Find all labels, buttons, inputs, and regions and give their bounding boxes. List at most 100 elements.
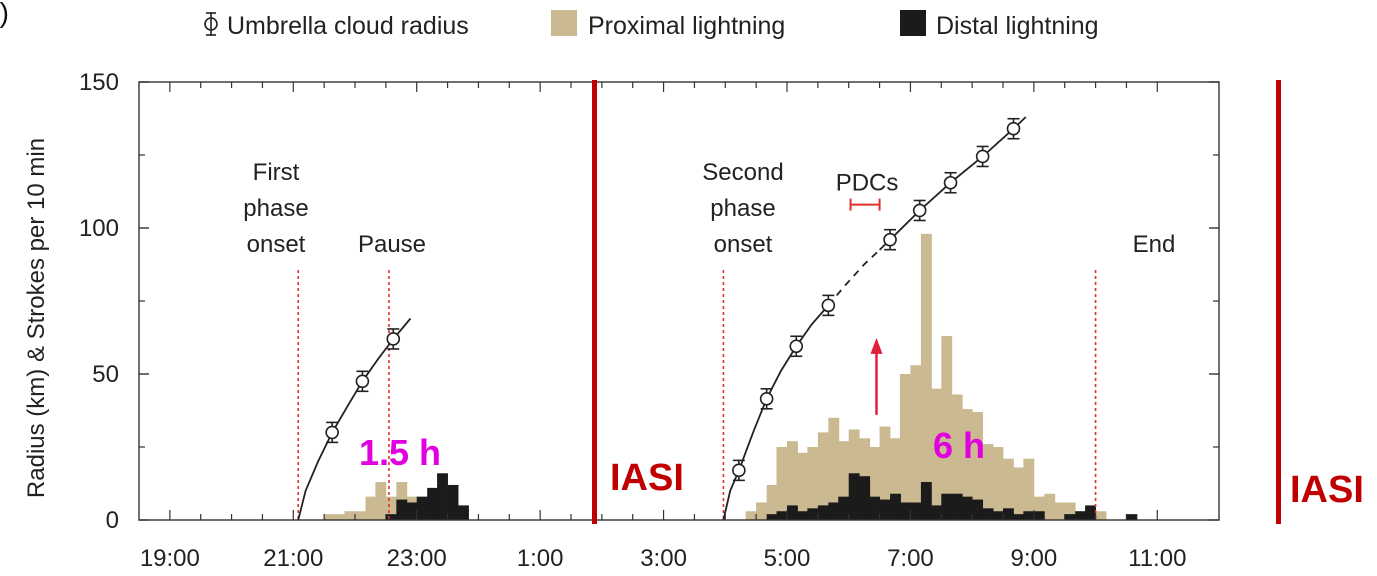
radius-points (325, 117, 1021, 482)
radius-marker (759, 392, 774, 406)
x-tick-label: 23:00 (387, 545, 447, 572)
x-tick-label: 5:00 (764, 545, 811, 572)
y-tick-label: 50 (92, 361, 119, 388)
phase-label-line: phase (243, 195, 308, 222)
phase-label-line: End (1133, 231, 1176, 258)
distal-bar (385, 514, 397, 520)
y-tick-label: 0 (106, 507, 119, 534)
legend: Umbrella cloud radius Proximal lightning… (204, 10, 1099, 40)
distal-bar (1075, 511, 1087, 520)
y-tick-label: 100 (79, 215, 119, 242)
iasi-marker-line-mid (592, 80, 597, 524)
proximal-bar (1013, 467, 1025, 520)
distal-bar (961, 496, 973, 520)
distal-bar (879, 499, 891, 520)
radius-point (789, 335, 804, 358)
distal-bar (930, 505, 942, 520)
x-tick-label: 3:00 (640, 545, 687, 572)
phase-label-line: Second (702, 159, 783, 186)
distal-bar (787, 505, 798, 520)
legend-radius-label: Umbrella cloud radius (227, 12, 469, 40)
distal-bar (1064, 514, 1076, 520)
proximal-bar (324, 514, 336, 520)
distal-bar (920, 482, 932, 520)
proximal-bar (1033, 496, 1045, 520)
radius-marker (732, 463, 746, 478)
radius-marker (883, 232, 897, 247)
distal-bar (910, 502, 922, 520)
x-tick-label: 9:00 (1010, 545, 1057, 572)
distal-bar (1085, 505, 1096, 520)
proximal-bar (1064, 502, 1076, 520)
radius-point (943, 171, 958, 194)
legend-proximal-label: Proximal lightning (588, 12, 785, 40)
y-axis-title: Radius (km) & Strokes per 10 min (23, 138, 50, 498)
proximal-bar (951, 394, 963, 520)
radius-marker (912, 203, 927, 218)
x-tick-label: 19:00 (140, 545, 200, 572)
proximal-bar (766, 484, 778, 520)
proximal-bar (344, 511, 356, 520)
proximal-bar (869, 447, 880, 520)
y-tick-label: 150 (79, 69, 119, 96)
plot-frame (138, 81, 1220, 521)
distal-bar (869, 496, 880, 520)
proximal-bar (899, 374, 911, 520)
radius-point (386, 328, 401, 350)
proximal-bar (334, 514, 346, 520)
legend-distal-label: Distal lightning (936, 12, 1099, 40)
radius-marker (386, 332, 401, 346)
legend-radius-marker-icon (204, 12, 218, 36)
radius-point (1006, 117, 1021, 140)
distal-bar (941, 493, 953, 520)
distal-bar (416, 496, 428, 520)
phase-label-line: Pause (358, 231, 426, 258)
proximal-bar (1003, 458, 1014, 520)
proximal-bar (1044, 493, 1056, 520)
distal-bar (992, 511, 1004, 520)
distal-bar (458, 505, 469, 520)
proximal-bar (890, 438, 901, 520)
proximal-bar (745, 511, 757, 520)
proximal-bar (982, 444, 994, 520)
distal-bar (890, 493, 901, 520)
radius-marker (975, 149, 990, 164)
proximal-bar (756, 502, 768, 520)
phase-annotations: First phase onset Pause Second phase onset End (243, 159, 1175, 258)
proximal-bar (385, 496, 397, 520)
fit-curve-second-dashed (827, 249, 881, 306)
proximal-bar (992, 447, 1004, 520)
radius-point (975, 145, 990, 168)
proximal-bar (807, 447, 819, 520)
distal-bar (1003, 508, 1014, 520)
radius-marker (1006, 121, 1021, 136)
distal-bar (828, 502, 840, 520)
phase-label-line: onset (714, 231, 773, 258)
radius-marker (943, 175, 958, 190)
distal-bar (972, 499, 984, 520)
radius-point (759, 388, 774, 410)
proximal-bar (355, 511, 366, 520)
distal-bar (1033, 511, 1045, 520)
second-phase-duration-label: 6 h (933, 425, 985, 466)
legend-distal-swatch (900, 10, 926, 36)
first-phase-duration-label: 1.5 h (359, 432, 441, 473)
distal-bar (817, 505, 829, 520)
distal-bar (396, 499, 408, 520)
panel-label: d) (0, 0, 9, 28)
radius-marker (821, 298, 836, 313)
radius-point (732, 459, 746, 482)
distal-bar (797, 511, 809, 520)
proximal-bar (1095, 511, 1107, 520)
phase-label-line: First (253, 159, 300, 186)
x-tick-label: 21:00 (263, 545, 323, 572)
radius-point (912, 199, 927, 222)
radius-point (325, 421, 339, 444)
x-tick-label: 7:00 (887, 545, 934, 572)
radius-point (821, 294, 836, 317)
radius-point (883, 228, 897, 251)
iasi-marker-line-right (1276, 80, 1281, 524)
proximal-bar (910, 365, 922, 520)
proximal-bar (817, 432, 829, 520)
distal-bar (766, 514, 778, 520)
